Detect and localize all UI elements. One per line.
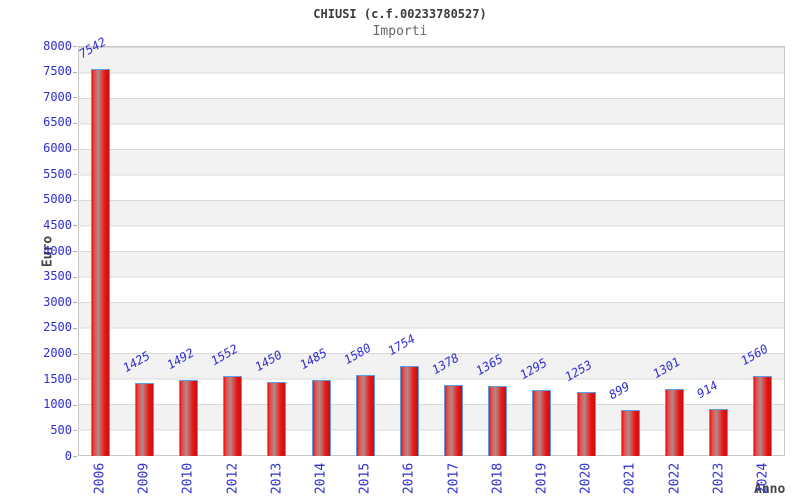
bar-2017 — [444, 385, 464, 456]
bar-2023 — [709, 409, 729, 456]
y-tick-label: 3500 — [43, 269, 72, 284]
y-tick-mark — [73, 456, 77, 457]
chart-subtitle: Importi — [372, 24, 428, 39]
y-tick-mark — [73, 379, 77, 381]
y-tick-label: 7000 — [43, 89, 72, 104]
y-tick-mark — [73, 174, 77, 176]
y-tick-label: 2000 — [43, 346, 72, 360]
bar-2022 — [665, 389, 685, 456]
y-tick-label: 6500 — [43, 115, 72, 130]
y-tick-mark — [73, 404, 77, 406]
y-tick-label: 1500 — [43, 371, 72, 386]
y-tick-label: 7500 — [43, 64, 72, 79]
x-tick-label: 2015 — [357, 462, 373, 495]
bar-2014 — [311, 379, 331, 456]
x-tick-label: 2013 — [269, 462, 285, 495]
x-tick-label: 2024 — [755, 462, 771, 495]
bar-2019 — [532, 389, 552, 456]
x-tick-label: 2012 — [225, 462, 241, 495]
x-tick-label: 2016 — [401, 462, 417, 495]
y-tick-label: 3000 — [43, 294, 72, 309]
y-tick-mark — [73, 97, 77, 99]
y-tick-mark — [73, 251, 77, 252]
y-tick-mark — [73, 276, 77, 278]
bar-2009 — [134, 382, 154, 456]
y-tick-mark — [73, 430, 77, 432]
bar-2013 — [267, 381, 287, 456]
y-tick-label: 5500 — [43, 166, 72, 181]
x-tick-label: 2017 — [446, 462, 462, 495]
x-tick-label: 2010 — [180, 462, 196, 495]
bar-2012 — [223, 376, 243, 456]
bar-2010 — [178, 379, 198, 456]
bar-2016 — [399, 366, 419, 456]
x-tick-label: 2020 — [578, 462, 594, 495]
y-tick-mark — [73, 148, 77, 150]
y-tick-label: 500 — [50, 422, 72, 437]
bar-2020 — [576, 391, 596, 456]
y-tick-mark — [73, 46, 77, 47]
y-tick-label: 2500 — [43, 320, 72, 335]
chart-title: CHIUSI (c.f.00233780527) — [313, 7, 487, 21]
x-axis-title: Anno — [754, 482, 786, 497]
x-tick-label: 2022 — [667, 462, 683, 495]
x-tick-label: 2023 — [711, 462, 727, 495]
x-tick-label: 2014 — [313, 462, 329, 495]
bar-2021 — [620, 409, 640, 456]
x-tick-label: 2021 — [622, 462, 638, 495]
y-tick-label: 8000 — [43, 38, 72, 53]
y-tick-mark — [73, 225, 77, 227]
y-tick-mark — [73, 302, 77, 304]
y-tick-mark — [73, 199, 77, 201]
x-tick-label: 2018 — [490, 462, 506, 495]
x-tick-label: 2009 — [136, 462, 152, 495]
x-tick-label: 2006 — [92, 462, 108, 495]
y-tick-label: 1000 — [43, 397, 72, 412]
y-tick-label: 4500 — [43, 217, 72, 232]
y-tick-label: 0 — [64, 448, 72, 463]
bar-2018 — [488, 386, 508, 456]
y-tick-mark — [73, 71, 77, 73]
y-tick-label: 6000 — [43, 141, 72, 155]
x-tick-label: 2019 — [534, 462, 550, 495]
bar-2006 — [90, 69, 110, 456]
y-tick-label: 4000 — [43, 243, 72, 258]
bar-2015 — [355, 375, 375, 456]
y-tick-mark — [73, 353, 77, 355]
y-tick-label: 5000 — [43, 192, 72, 207]
bar-2024 — [753, 376, 773, 456]
y-tick-mark — [73, 122, 77, 124]
y-tick-mark — [73, 327, 77, 329]
